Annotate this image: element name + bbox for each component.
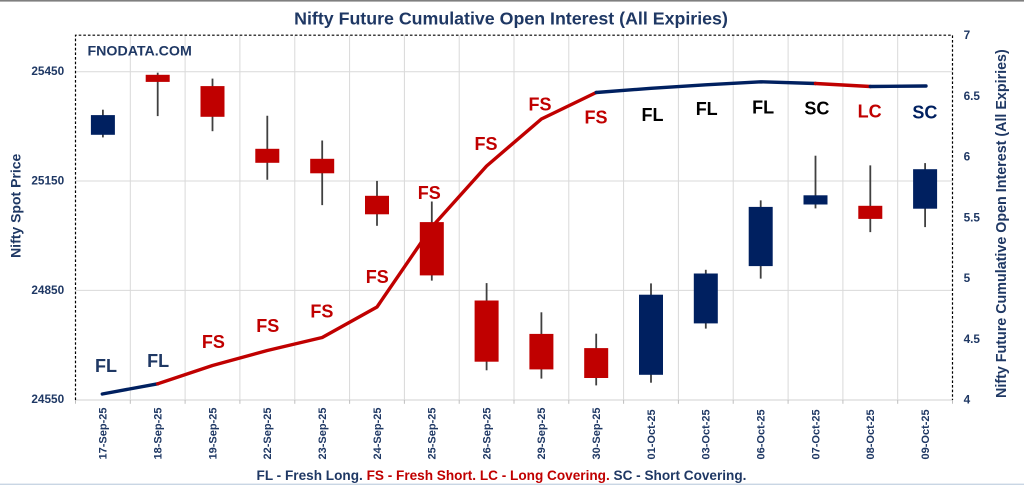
svg-text:FS: FS	[256, 316, 279, 336]
svg-text:FL: FL	[642, 105, 664, 125]
svg-text:Nifty Spot Price: Nifty Spot Price	[8, 153, 24, 257]
svg-text:5: 5	[964, 271, 971, 285]
svg-text:29-Sep-25: 29-Sep-25	[536, 408, 548, 460]
svg-text:23-Sep-25: 23-Sep-25	[317, 408, 329, 460]
svg-text:26-Sep-25: 26-Sep-25	[481, 408, 493, 460]
svg-text:06-Oct-25: 06-Oct-25	[756, 409, 768, 459]
svg-text:6.5: 6.5	[964, 89, 981, 103]
svg-text:09-Oct-25: 09-Oct-25	[920, 409, 932, 459]
svg-text:24850: 24850	[31, 283, 64, 297]
svg-text:17-Sep-25: 17-Sep-25	[98, 408, 110, 460]
svg-text:4: 4	[964, 393, 971, 407]
svg-text:SC: SC	[912, 103, 937, 123]
svg-text:7: 7	[964, 28, 971, 42]
svg-text:30-Sep-25: 30-Sep-25	[591, 408, 603, 460]
svg-text:18-Sep-25: 18-Sep-25	[153, 408, 165, 460]
svg-text:FS: FS	[418, 183, 441, 203]
svg-text:FNODATA.COM: FNODATA.COM	[88, 43, 192, 59]
svg-text:25150: 25150	[31, 173, 64, 187]
svg-text:25-Sep-25: 25-Sep-25	[427, 408, 439, 460]
svg-text:Nifty Future Cumulative Open I: Nifty Future Cumulative Open Interest (A…	[994, 49, 1010, 398]
svg-text:FS: FS	[310, 302, 333, 322]
svg-text:4.5: 4.5	[964, 332, 981, 346]
svg-text:FL: FL	[95, 356, 117, 376]
svg-text:6: 6	[964, 150, 971, 164]
svg-text:19-Sep-25: 19-Sep-25	[207, 408, 219, 460]
svg-text:25450: 25450	[31, 64, 64, 78]
svg-text:07-Oct-25: 07-Oct-25	[810, 409, 822, 459]
svg-text:24550: 24550	[31, 392, 64, 406]
svg-text:FS: FS	[584, 108, 607, 128]
svg-text:FL: FL	[147, 351, 169, 371]
svg-text:08-Oct-25: 08-Oct-25	[865, 409, 877, 459]
svg-text:FS: FS	[528, 94, 551, 114]
svg-text:24-Sep-25: 24-Sep-25	[372, 408, 384, 460]
svg-text:LC: LC	[858, 102, 882, 122]
svg-text:01-Oct-25: 01-Oct-25	[646, 409, 658, 459]
svg-text:FL - Fresh Long. FS - Fresh Sh: FL - Fresh Long. FS - Fresh Short. LC - …	[257, 468, 747, 483]
svg-text:Nifty Future Cumulative Open I: Nifty Future Cumulative Open Interest (A…	[294, 8, 728, 28]
svg-text:22-Sep-25: 22-Sep-25	[262, 408, 274, 460]
svg-text:FS: FS	[474, 134, 497, 154]
svg-text:FL: FL	[696, 99, 718, 119]
svg-text:FS: FS	[366, 267, 389, 287]
svg-text:FL: FL	[752, 98, 774, 118]
svg-text:FS: FS	[202, 332, 225, 352]
svg-text:5.5: 5.5	[964, 210, 981, 224]
svg-text:03-Oct-25: 03-Oct-25	[701, 409, 713, 459]
svg-text:SC: SC	[804, 98, 829, 118]
